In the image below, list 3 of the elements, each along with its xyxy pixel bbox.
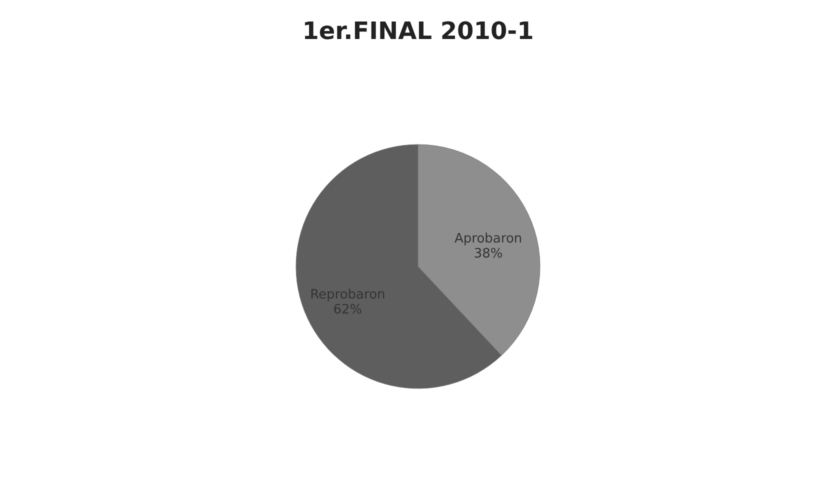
slice-label: Aprobaron xyxy=(454,232,522,247)
chart-title: 1er.FINAL 2010-1 xyxy=(302,17,534,45)
data-label: 38% xyxy=(474,246,503,262)
